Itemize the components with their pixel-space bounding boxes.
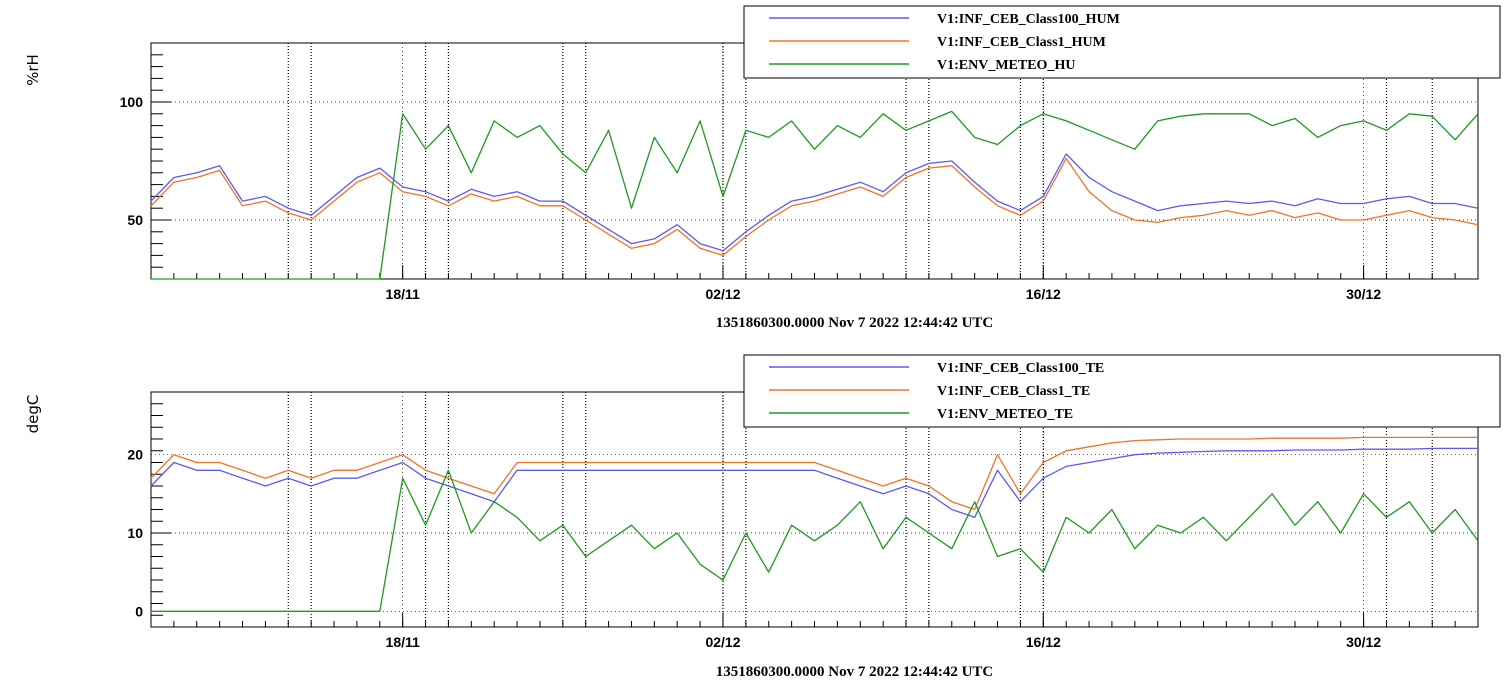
series-line — [150, 153, 1479, 252]
series-line — [151, 469, 1479, 612]
x-tick-label: 30/12 — [1346, 634, 1381, 650]
y-axis-label: degC — [24, 395, 42, 434]
x-tick-label: 02/12 — [705, 286, 740, 302]
x-tick-label: 18/11 — [386, 286, 420, 302]
legend-entry: V1:INF_CEB_Class100_HUM — [937, 12, 1120, 27]
y-tick-label: 20 — [127, 447, 143, 463]
x-tick-label: 30/12 — [1346, 286, 1381, 302]
temperature-panel: 0 10 20 18/11 02/12 16/12 30/12 degC 1351860300.… — [24, 354, 1501, 680]
x-tick-label: 16/12 — [1026, 634, 1061, 650]
legend-entry: V1:ENV_METEO_TE — [937, 407, 1073, 422]
series-line — [150, 157, 1479, 257]
y-axis-label: %rH — [24, 54, 42, 86]
series-line — [150, 447, 1478, 518]
x-tick-label: 02/12 — [705, 634, 740, 650]
series-line — [151, 110, 1479, 280]
legend-box — [743, 354, 1501, 428]
y-tick-label: 50 — [127, 212, 143, 228]
x-axis-label: 1351860300.0000 Nov 7 2022 12:44:42 UTC — [716, 315, 994, 331]
legend-entry: V1:INF_CEB_Class1_TE — [937, 384, 1090, 399]
x-tick-label: 16/12 — [1026, 286, 1061, 302]
legend-entry: V1:INF_CEB_Class1_HUM — [937, 35, 1106, 50]
legend-entry: V1:ENV_METEO_HU — [937, 58, 1075, 73]
y-tick-label: 100 — [120, 94, 144, 110]
series-line — [150, 436, 1478, 511]
y-tick-label: 10 — [127, 525, 143, 541]
x-axis-label: 1351860300.0000 Nov 7 2022 12:44:42 UTC — [716, 664, 994, 680]
legend-box — [743, 5, 1501, 79]
humidity-panel: 50 100 18/11 02/12 16/12 30/12 %rH 1351860300.0… — [24, 5, 1501, 331]
legend-entry: V1:INF_CEB_Class100_TE — [937, 361, 1104, 376]
y-tick-label: 0 — [135, 603, 143, 619]
x-tick-label: 18/11 — [386, 634, 420, 650]
